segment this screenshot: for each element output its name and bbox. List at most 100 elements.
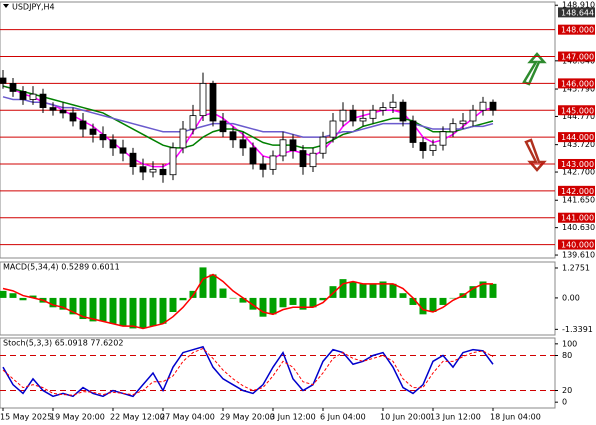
level-label: 148.000: [561, 26, 594, 35]
candle-body: [279, 139, 287, 157]
level-label-box: [558, 51, 595, 62]
panel-frame: [0, 1, 556, 259]
panel-title: USDJPY,H4: [12, 3, 55, 12]
x-tick-label: 10 Jun 20:00: [380, 413, 431, 422]
candle-body: [479, 101, 487, 111]
candle-body: [109, 139, 117, 149]
level-label: 143.000: [561, 160, 594, 169]
candle-body: [29, 93, 37, 100]
y-tick-label: 0.00: [562, 293, 580, 302]
histogram-bar: [339, 279, 347, 298]
histogram-bar: [69, 297, 77, 315]
histogram-bar: [469, 286, 477, 298]
candle-body: [9, 82, 17, 92]
level-label: 147.000: [561, 53, 594, 62]
y-tick-label: 145.790: [562, 85, 595, 94]
histogram-bar: [409, 297, 417, 305]
candle-body: [159, 168, 167, 176]
level-label-box: [558, 105, 595, 116]
x-tick-label: 29 May 20:00: [220, 413, 275, 422]
up-arrow: [522, 52, 547, 86]
y-tick-label: 1.2751: [562, 263, 590, 272]
candle-body: [89, 128, 97, 135]
histogram-bar: [149, 297, 157, 327]
candle-body: [429, 144, 437, 151]
histogram-bar: [349, 281, 357, 298]
candle-body: [299, 150, 307, 168]
candle-body: [229, 131, 237, 141]
indicator-line: [2, 85, 494, 149]
x-tick-label: 22 May 12:00: [110, 413, 165, 422]
candle-body: [389, 101, 397, 108]
candle-body: [179, 128, 187, 149]
price-marker-box: [558, 7, 595, 18]
histogram-bar: [99, 297, 107, 322]
y-tick-label: 140.630: [562, 223, 595, 232]
y-tick-label: 143.720: [562, 140, 595, 149]
candle-body: [59, 109, 67, 114]
histogram-bar: [289, 297, 297, 305]
indicator-line: [2, 345, 494, 398]
panel-title: MACD(5,34,4) 0.5289 0.6011: [3, 263, 120, 272]
histogram-bar: [449, 297, 457, 299]
histogram-bar: [129, 297, 137, 329]
histogram-bar: [319, 297, 327, 301]
candle-body: [219, 120, 227, 133]
histogram-bar: [169, 297, 177, 312]
price-marker-label: 148.644: [561, 8, 594, 17]
x-tick-label: 6 Jun 04:00: [320, 413, 366, 422]
candle-body: [329, 120, 337, 138]
candle-body: [409, 120, 417, 143]
histogram-bar: [89, 297, 97, 322]
histogram-bar: [79, 297, 87, 320]
candle-body: [99, 134, 107, 141]
candle-body: [309, 152, 317, 168]
candle-body: [69, 112, 77, 122]
histogram-bar: [329, 286, 337, 298]
candle-body: [449, 123, 457, 133]
histogram-bar: [369, 283, 377, 298]
histogram-bar: [419, 297, 427, 315]
candle-body: [129, 152, 137, 168]
x-tick-label: 13 Jun 12:00: [430, 413, 481, 422]
candle-body: [469, 109, 477, 122]
indicator-line: [2, 273, 493, 330]
level-label-box: [558, 158, 595, 169]
candle-body: [349, 109, 357, 122]
down-arrow: [524, 138, 547, 172]
panel-frame: [0, 337, 556, 409]
histogram-bar: [379, 281, 387, 298]
histogram-bar: [299, 297, 307, 310]
level-label: 145.000: [561, 106, 594, 115]
candle-body: [489, 101, 497, 111]
candle-body: [259, 163, 267, 170]
candle-body: [189, 115, 197, 130]
level-label: 144.000: [561, 133, 594, 142]
level-label-box: [558, 78, 595, 89]
level-label-box: [558, 185, 595, 196]
histogram-bar: [279, 297, 287, 308]
candle-body: [119, 147, 127, 154]
histogram-bar: [429, 297, 437, 312]
y-tick-label: 141.650: [562, 196, 595, 205]
candle-body: [319, 136, 327, 154]
panel-frame: [0, 261, 556, 336]
histogram-bar: [389, 283, 397, 298]
candle-body: [249, 147, 257, 165]
histogram-bar: [179, 297, 187, 301]
histogram-bar: [9, 293, 17, 298]
candle-body: [399, 101, 407, 122]
candle-body: [209, 82, 217, 122]
candle-body: [149, 168, 157, 173]
histogram-bar: [19, 297, 27, 301]
y-tick-label: 80: [562, 351, 572, 360]
candle-body: [269, 155, 277, 170]
histogram-bar: [209, 274, 217, 298]
histogram-bar: [249, 297, 257, 310]
histogram-bar: [439, 297, 447, 305]
histogram-bar: [109, 297, 117, 324]
candle-body: [439, 131, 447, 146]
candle-body: [79, 120, 87, 130]
